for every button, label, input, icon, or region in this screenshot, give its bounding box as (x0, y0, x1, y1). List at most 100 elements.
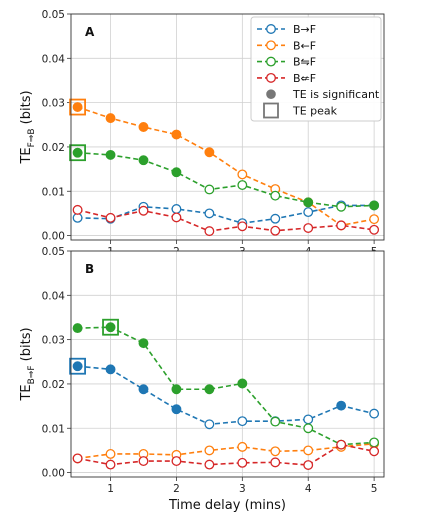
series-line (77, 204, 375, 224)
data-point (105, 449, 116, 459)
x-tick-label: 2 (173, 483, 180, 495)
data-point (171, 167, 182, 178)
data-point (237, 416, 248, 427)
data-point (369, 408, 380, 419)
series-line (77, 151, 375, 208)
series-2 (69, 144, 380, 212)
y-tick-label: 0.01 (42, 423, 65, 435)
data-point (336, 201, 347, 212)
data-point (105, 212, 116, 223)
data-point (270, 225, 281, 236)
data-point (237, 378, 248, 389)
data-point (369, 200, 380, 211)
peak-marker (69, 144, 86, 162)
y-axis-label: TEB⇒F (bits) (19, 327, 37, 401)
y-tick-label: 0.02 (42, 379, 65, 391)
peak-marker (69, 357, 86, 375)
data-point (303, 207, 314, 218)
legend-peak-marker (263, 102, 279, 119)
data-point (204, 184, 215, 195)
panel-label: A (85, 25, 95, 39)
data-point (303, 445, 314, 456)
legend: B→F B←F B⇋F B⇍F TE is significant TE peak (250, 16, 382, 122)
data-point (105, 364, 116, 375)
data-point (171, 204, 182, 214)
data-point (105, 459, 116, 470)
data-point (171, 404, 182, 415)
data-point (105, 149, 116, 160)
data-point (171, 129, 182, 140)
peak-marker (102, 318, 119, 336)
y-tick-label: 0.03 (42, 98, 65, 110)
data-point (138, 205, 149, 216)
data-point (270, 416, 281, 427)
data-point (369, 437, 380, 448)
data-point (138, 456, 149, 466)
data-point (72, 102, 83, 113)
series-3 (72, 439, 380, 470)
plot-area (71, 251, 384, 477)
legend-marker (266, 24, 276, 34)
legend-label: B→F (293, 23, 316, 36)
y-tick-label: 0.01 (42, 186, 65, 198)
x-tick-label: 5 (371, 483, 378, 495)
y-tick-label: 0.00 (42, 468, 65, 480)
data-point (237, 441, 248, 452)
series-line (77, 209, 375, 232)
x-tick-label: 4 (305, 483, 312, 495)
data-point (336, 220, 347, 231)
series-line (77, 442, 375, 460)
data-point (171, 456, 182, 466)
legend-significant-marker (266, 89, 276, 99)
data-point (237, 169, 248, 180)
data-point (303, 414, 314, 425)
y-tick-label: 0.04 (42, 53, 66, 65)
data-point (138, 338, 149, 349)
y-tick-label: 0.05 (42, 246, 65, 258)
data-point (237, 180, 248, 191)
data-point (204, 147, 215, 158)
data-point (336, 439, 347, 450)
data-point (270, 213, 281, 224)
data-point (204, 459, 215, 470)
series-line (77, 443, 375, 466)
panel-label: B (85, 262, 94, 276)
data-point (336, 400, 347, 411)
data-point (105, 113, 116, 124)
x-axis-label: Time delay (mins) (168, 498, 286, 513)
data-point (204, 226, 215, 237)
data-point (72, 453, 83, 464)
data-point (303, 223, 314, 233)
data-point (171, 212, 182, 223)
legend-label: B←F (293, 39, 316, 52)
data-point (237, 457, 248, 468)
series-line (77, 106, 375, 227)
axes-frame (70, 250, 385, 478)
data-point (138, 384, 149, 395)
data-point (237, 221, 248, 232)
data-point (72, 204, 83, 215)
data-point (72, 323, 83, 334)
data-point (369, 224, 380, 235)
data-point (270, 190, 281, 201)
data-point (72, 147, 83, 158)
y-axis-label: TEF⇒B (bits) (19, 90, 37, 164)
data-point (105, 322, 116, 333)
data-point (204, 445, 215, 456)
legend-label: TE peak (292, 105, 338, 118)
data-point (138, 122, 149, 132)
legend-label: TE is significant (292, 88, 380, 101)
series-3 (72, 204, 380, 237)
data-point (204, 384, 215, 395)
legend-label: B⇍F (293, 72, 316, 85)
data-point (204, 419, 215, 430)
y-tick-label: 0.05 (42, 9, 65, 21)
peak-marker (69, 98, 86, 116)
data-point (138, 155, 149, 166)
x-tick-label: 3 (239, 483, 246, 495)
data-point (72, 212, 83, 223)
legend-marker (266, 72, 276, 83)
y-tick-label: 0.04 (42, 290, 66, 302)
